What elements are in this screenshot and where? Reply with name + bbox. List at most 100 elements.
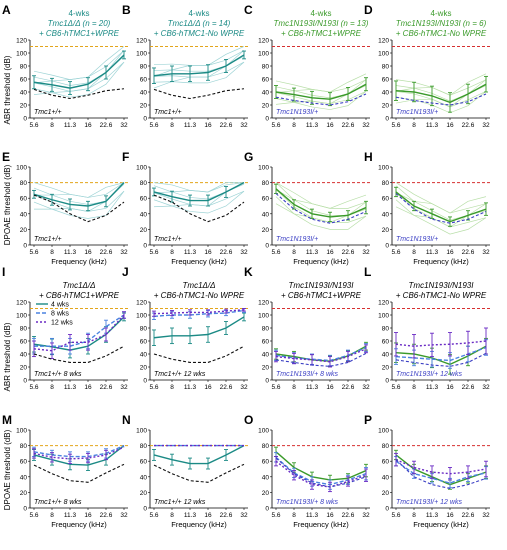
x-axis-label: Frequency (kHz) [413,257,469,266]
x-tick-label: 16 [84,512,92,519]
y-tick-label: 60 [262,459,270,466]
x-tick-label: 32 [240,122,248,129]
y-tick-label: 20 [262,365,270,372]
x-tick-label: 32 [362,122,370,129]
series-line-mean [153,54,245,77]
y-tick-label: 100 [16,428,27,435]
x-tick-label: 32 [482,512,490,519]
x-tick-label: 5.6 [271,122,280,129]
y-tick-label: 100 [378,313,389,320]
y-tick-label: 80 [262,180,270,187]
panel-title-line: + CB6-hTMC1-No WPRE [154,291,245,300]
y-tick-label: 0 [265,378,269,385]
x-tick-label: 11.3 [184,384,197,391]
y-tick-label: 20 [382,490,390,497]
series-line-mean [395,83,487,104]
ylabel-abr-bottom: ABR threshold (dB) [3,322,12,391]
x-tick-label: 8 [292,249,296,256]
y-tick-label: 40 [262,90,270,97]
y-tick-label: 120 [16,38,27,45]
y-tick-label: 80 [262,326,270,333]
y-tick-label: 60 [382,339,390,346]
y-tick-label: 0 [143,506,147,513]
y-tick-label: 40 [140,90,148,97]
panel-title-line: Tmc1Δ/Δ (n = 20) [48,19,111,28]
control-label: Tmc1+/+ 12 wks [154,499,206,506]
panel-title-line: 4-wks [189,9,210,18]
series-line-control [395,459,487,490]
y-tick-label: 60 [262,339,270,346]
y-tick-label: 120 [136,300,147,307]
y-tick-label: 40 [140,474,148,481]
y-tick-label: 100 [136,165,147,172]
panel-L: L Tmc1N193I/N193I+ CB6-hTMC1-No WPRE 0 20 40… [364,265,490,391]
individual-trace [395,192,487,228]
individual-trace [33,61,125,98]
y-tick-label: 20 [20,365,28,372]
y-tick-label: 20 [20,103,28,110]
panel-letter: C [244,3,253,17]
y-tick-label: 100 [258,51,269,58]
x-tick-label: 8 [412,384,416,391]
y-tick-label: 60 [382,196,390,203]
panel-letter: J [122,265,129,279]
y-tick-label: 100 [258,428,269,435]
x-tick-label: 16 [84,122,92,129]
panel-title-line: + CB6-hTMC1-No WPRE [396,29,487,38]
x-axis-label: Frequency (kHz) [51,257,107,266]
panel-F: F 0 20 40 60 80 100 5.6 8 11.3 16 22.6 32 Frequency (… [122,150,248,266]
series-line-wk4 [395,345,487,366]
series-line-mean [33,182,125,207]
x-tick-label: 8 [50,122,54,129]
series-line-mean [275,188,367,218]
series-line-wk12 [153,309,245,315]
panel-title-line: + CB6-hTMC1-No WPRE [396,291,487,300]
x-tick-label: 22.6 [100,384,113,391]
x-tick-label: 5.6 [271,512,280,519]
panel-I: I Tmc1Δ/Δ+ CB6-hTMC1+WPRE 0 20 40 60 80 100 120 5… [2,265,128,391]
y-tick-label: 60 [20,77,28,84]
ylabel-abr-top: ABR threshold (dB) [3,55,12,124]
control-label: Tmc1N193I/+ [396,236,438,243]
y-tick-label: 0 [143,116,147,123]
panel-title-line: Tmc1N193I/N193I [409,281,475,290]
y-tick-label: 80 [382,326,390,333]
legend-label: 8 wks [51,311,69,318]
x-tick-label: 11.3 [184,122,197,129]
y-tick-label: 120 [16,300,27,307]
y-tick-label: 100 [16,51,27,58]
panel-letter: O [244,413,253,427]
individual-trace [153,182,244,193]
series-line-wk8 [395,346,487,362]
x-axis-label: Frequency (kHz) [293,257,349,266]
panel-letter: D [364,3,373,17]
axis-labels: ABR threshold (dB) DPOAE threshold (dB) … [3,55,12,510]
y-tick-label: 100 [136,428,147,435]
individual-trace [153,61,245,89]
control-label: Tmc1+/+ [34,109,62,116]
panel-title-line: Tmc1N193I/N193I (n = 13) [274,19,369,28]
series-line-wk12 [275,348,367,363]
y-tick-label: 80 [20,443,28,450]
x-tick-label: 32 [120,384,128,391]
y-tick-label: 100 [136,51,147,58]
x-tick-label: 5.6 [391,384,400,391]
y-tick-label: 20 [140,365,148,372]
x-tick-label: 11.3 [64,122,77,129]
x-tick-label: 32 [240,512,248,519]
individual-trace [153,46,245,66]
y-tick-label: 60 [20,339,28,346]
x-axis-label: Frequency (kHz) [413,520,469,529]
panel-title-line: + CB6-hTMC1+WPRE [281,29,362,38]
individual-trace [153,190,245,214]
y-tick-label: 20 [20,490,28,497]
panel-title-line: 4-wks [311,9,332,18]
series-line-wk12 [395,458,487,475]
individual-trace [275,182,367,209]
x-tick-label: 11.3 [306,384,319,391]
x-tick-label: 11.3 [64,512,77,519]
control-label: Tmc1+/+ 8 wks [34,371,82,378]
y-tick-label: 40 [20,352,28,359]
individual-trace [275,182,367,209]
